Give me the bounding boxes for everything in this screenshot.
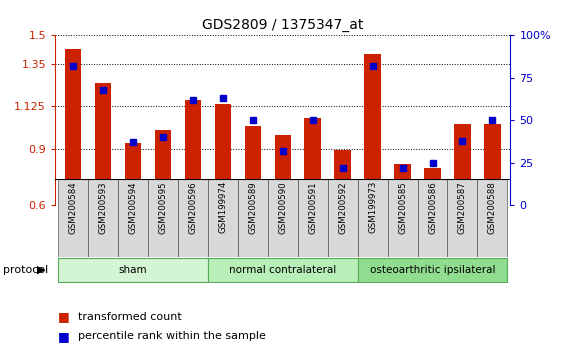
Bar <box>184 99 201 205</box>
Bar <box>454 124 471 205</box>
Bar <box>477 179 508 257</box>
Text: osteoarthritic ipsilateral: osteoarthritic ipsilateral <box>370 265 495 275</box>
Text: GSM200591: GSM200591 <box>308 181 317 234</box>
Text: protocol: protocol <box>3 265 48 275</box>
Text: GSM200595: GSM200595 <box>158 181 168 234</box>
Bar <box>208 179 238 257</box>
Text: GSM200596: GSM200596 <box>188 181 197 234</box>
Text: GSM200588: GSM200588 <box>488 181 497 234</box>
Bar <box>95 82 111 205</box>
Text: ▶: ▶ <box>37 265 45 275</box>
Bar <box>328 179 358 257</box>
Text: normal contralateral: normal contralateral <box>229 265 336 275</box>
Text: GSM200589: GSM200589 <box>248 181 258 234</box>
Text: GSM200592: GSM200592 <box>338 181 347 234</box>
Bar <box>208 258 358 282</box>
Bar <box>358 179 387 257</box>
Bar <box>88 179 118 257</box>
Bar <box>298 179 328 257</box>
Bar <box>245 126 261 205</box>
Bar <box>364 54 381 205</box>
Text: GSM200584: GSM200584 <box>68 181 78 234</box>
Text: GSM200586: GSM200586 <box>428 181 437 234</box>
Text: GSM200585: GSM200585 <box>398 181 407 234</box>
Bar <box>418 179 448 257</box>
Bar <box>65 48 81 205</box>
Text: GSM199973: GSM199973 <box>368 181 377 234</box>
Bar <box>387 179 418 257</box>
Text: percentile rank within the sample: percentile rank within the sample <box>78 331 266 341</box>
Text: transformed count: transformed count <box>78 312 182 322</box>
Text: ■: ■ <box>58 310 70 323</box>
Bar <box>238 179 268 257</box>
Bar <box>448 179 477 257</box>
Bar <box>125 143 141 205</box>
Title: GDS2809 / 1375347_at: GDS2809 / 1375347_at <box>202 18 364 32</box>
Bar <box>274 136 291 205</box>
Bar <box>484 124 501 205</box>
Bar <box>118 179 148 257</box>
Bar <box>335 150 351 205</box>
Text: GSM199974: GSM199974 <box>218 181 227 234</box>
Bar <box>178 179 208 257</box>
Bar <box>425 167 441 205</box>
Text: GSM200593: GSM200593 <box>99 181 107 234</box>
Bar <box>358 258 508 282</box>
Bar <box>268 179 298 257</box>
Text: ■: ■ <box>58 330 70 343</box>
Bar <box>148 179 178 257</box>
Bar <box>394 164 411 205</box>
Text: GSM200587: GSM200587 <box>458 181 467 234</box>
Bar <box>215 104 231 205</box>
Text: sham: sham <box>119 265 147 275</box>
Text: GSM200594: GSM200594 <box>129 181 137 234</box>
Bar <box>58 179 88 257</box>
Bar <box>58 258 208 282</box>
Text: GSM200590: GSM200590 <box>278 181 287 234</box>
Bar <box>304 119 321 205</box>
Bar <box>155 130 171 205</box>
